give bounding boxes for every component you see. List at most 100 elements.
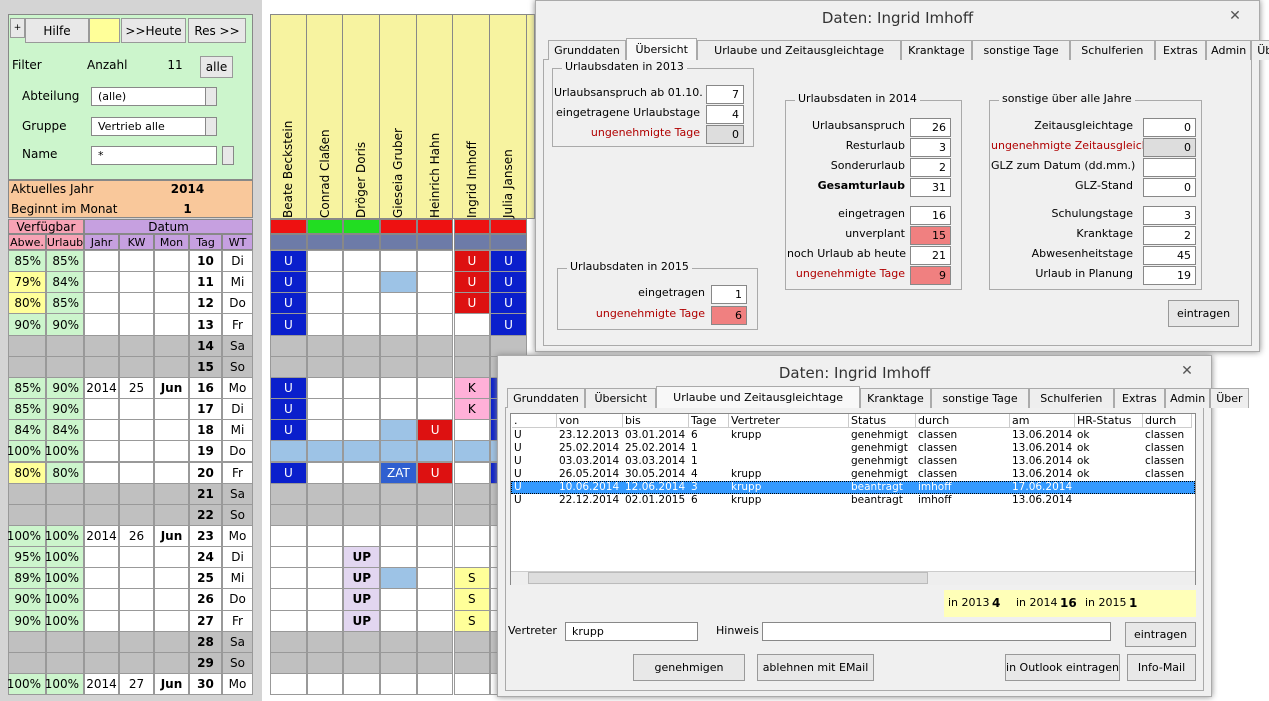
- field-value[interactable]: 3: [910, 138, 951, 157]
- combo[interactable]: Vertrieb alle: [91, 117, 217, 136]
- button[interactable]: alle: [200, 56, 233, 78]
- scroll-thumb[interactable]: [528, 572, 928, 584]
- input[interactable]: [762, 622, 1111, 641]
- field-value[interactable]: 0: [1143, 138, 1196, 157]
- cell: [119, 588, 154, 611]
- list-cell: genehmigt: [851, 429, 908, 441]
- tab[interactable]: Grunddaten: [548, 40, 626, 60]
- tab[interactable]: Admin: [1165, 388, 1211, 408]
- field-value[interactable]: 0: [1143, 178, 1196, 197]
- field-value[interactable]: 4: [706, 105, 744, 124]
- plan-cell: [306, 271, 344, 294]
- cell: 29: [189, 651, 222, 674]
- field-label: Resturlaub: [845, 139, 905, 152]
- combo[interactable]: krupp: [565, 622, 698, 641]
- plan-cell: U: [453, 292, 491, 315]
- list-cell: 25.02.2014: [559, 442, 620, 454]
- cell: 11: [189, 271, 222, 294]
- cell: 85%: [8, 250, 46, 273]
- field-value[interactable]: 2: [1143, 226, 1196, 245]
- plan-cell: [343, 292, 381, 315]
- close-button[interactable]: ✕: [1181, 363, 1193, 379]
- button[interactable]: Info-Mail: [1127, 654, 1196, 681]
- field-value[interactable]: 0: [706, 125, 744, 144]
- button[interactable]: ablehnen mit EMail: [757, 654, 874, 681]
- combo[interactable]: *: [91, 146, 217, 165]
- cell: [154, 546, 189, 569]
- tab[interactable]: Urlaube und Zeitausgleichtage: [697, 40, 901, 60]
- cell: Di: [222, 546, 253, 569]
- button[interactable]: genehmigen: [633, 654, 745, 681]
- field-value[interactable]: 15: [910, 226, 951, 245]
- field-value[interactable]: 16: [910, 206, 951, 225]
- cell: [119, 609, 154, 632]
- field-value[interactable]: 19: [1143, 266, 1196, 285]
- cell: [84, 334, 119, 357]
- field-value[interactable]: 1: [711, 285, 747, 304]
- field-value[interactable]: 7: [706, 85, 744, 104]
- button[interactable]: in Outlook eintragen: [1005, 654, 1120, 681]
- tab[interactable]: Übersicht: [585, 388, 657, 408]
- field-value[interactable]: 45: [1143, 246, 1196, 265]
- tab[interactable]: Übersicht: [626, 38, 698, 60]
- tab[interactable]: Admin: [1206, 40, 1252, 60]
- tab[interactable]: Extras: [1113, 388, 1166, 408]
- tab[interactable]: Kranktage: [900, 40, 973, 60]
- cell: [84, 355, 119, 378]
- list-header: bis: [623, 414, 689, 428]
- drop[interactable]: [205, 117, 217, 136]
- tab[interactable]: Kranktage: [859, 388, 932, 408]
- tab[interactable]: Über: [1210, 388, 1249, 408]
- plan-cell: [306, 503, 344, 526]
- tab[interactable]: Grunddaten: [507, 388, 585, 408]
- cell: 100%: [7, 440, 46, 463]
- field-label: eingetragen: [838, 207, 905, 220]
- button[interactable]: Hilfe: [25, 18, 89, 43]
- plan-cell: [380, 419, 417, 442]
- field-value[interactable]: 9: [910, 266, 951, 285]
- cell: [8, 355, 46, 378]
- plan-cell: [343, 482, 381, 505]
- cell: 100%: [45, 524, 84, 548]
- field-value[interactable]: 26: [910, 118, 951, 137]
- field-label: ungenehmigte Zeitausgleiche: [991, 139, 1156, 152]
- drop[interactable]: [222, 146, 234, 165]
- list-cell: ok: [1077, 455, 1090, 467]
- tab[interactable]: Über: [1251, 40, 1269, 60]
- field-label: noch Urlaub ab heute: [787, 247, 907, 260]
- close-button[interactable]: ✕: [1229, 8, 1241, 24]
- plan-cell: [453, 334, 491, 357]
- drop[interactable]: [205, 87, 217, 106]
- tab[interactable]: Extras: [1154, 40, 1207, 60]
- list-cell: classen: [1145, 455, 1185, 467]
- field-value[interactable]: 6: [711, 306, 747, 325]
- tab[interactable]: Schulferien: [1029, 388, 1114, 408]
- cell: 80%: [8, 461, 46, 484]
- tab[interactable]: Schulferien: [1070, 40, 1155, 60]
- field-value[interactable]: [1143, 158, 1196, 177]
- plan-cell: [343, 419, 381, 442]
- tab[interactable]: sonstige Tage: [931, 388, 1029, 408]
- field-value[interactable]: 2: [910, 158, 951, 177]
- tab[interactable]: Urlaube und Zeitausgleichtage: [656, 386, 860, 408]
- list-cell: 22.12.2014: [559, 494, 620, 506]
- list-header: .: [512, 414, 557, 428]
- button[interactable]: eintragen: [1168, 300, 1239, 327]
- cell: [154, 503, 189, 526]
- list-cell: [731, 442, 851, 455]
- field-value[interactable]: 0: [1143, 118, 1196, 137]
- button[interactable]: Res >>: [188, 18, 246, 43]
- tab[interactable]: sonstige Tage: [972, 40, 1070, 60]
- plan-cell: U: [416, 461, 454, 484]
- button[interactable]: >>Heute: [121, 18, 186, 43]
- field-value[interactable]: 31: [910, 178, 951, 197]
- plan-cell: [306, 440, 344, 463]
- button[interactable]: +: [10, 18, 25, 38]
- combo[interactable]: (alle): [91, 87, 217, 106]
- cell: 16: [189, 376, 222, 400]
- status2: [380, 234, 417, 250]
- button[interactable]: eintragen: [1125, 622, 1196, 647]
- plan-cell: [343, 440, 381, 463]
- field-value[interactable]: 3: [1143, 206, 1196, 225]
- field-value[interactable]: 21: [910, 246, 951, 265]
